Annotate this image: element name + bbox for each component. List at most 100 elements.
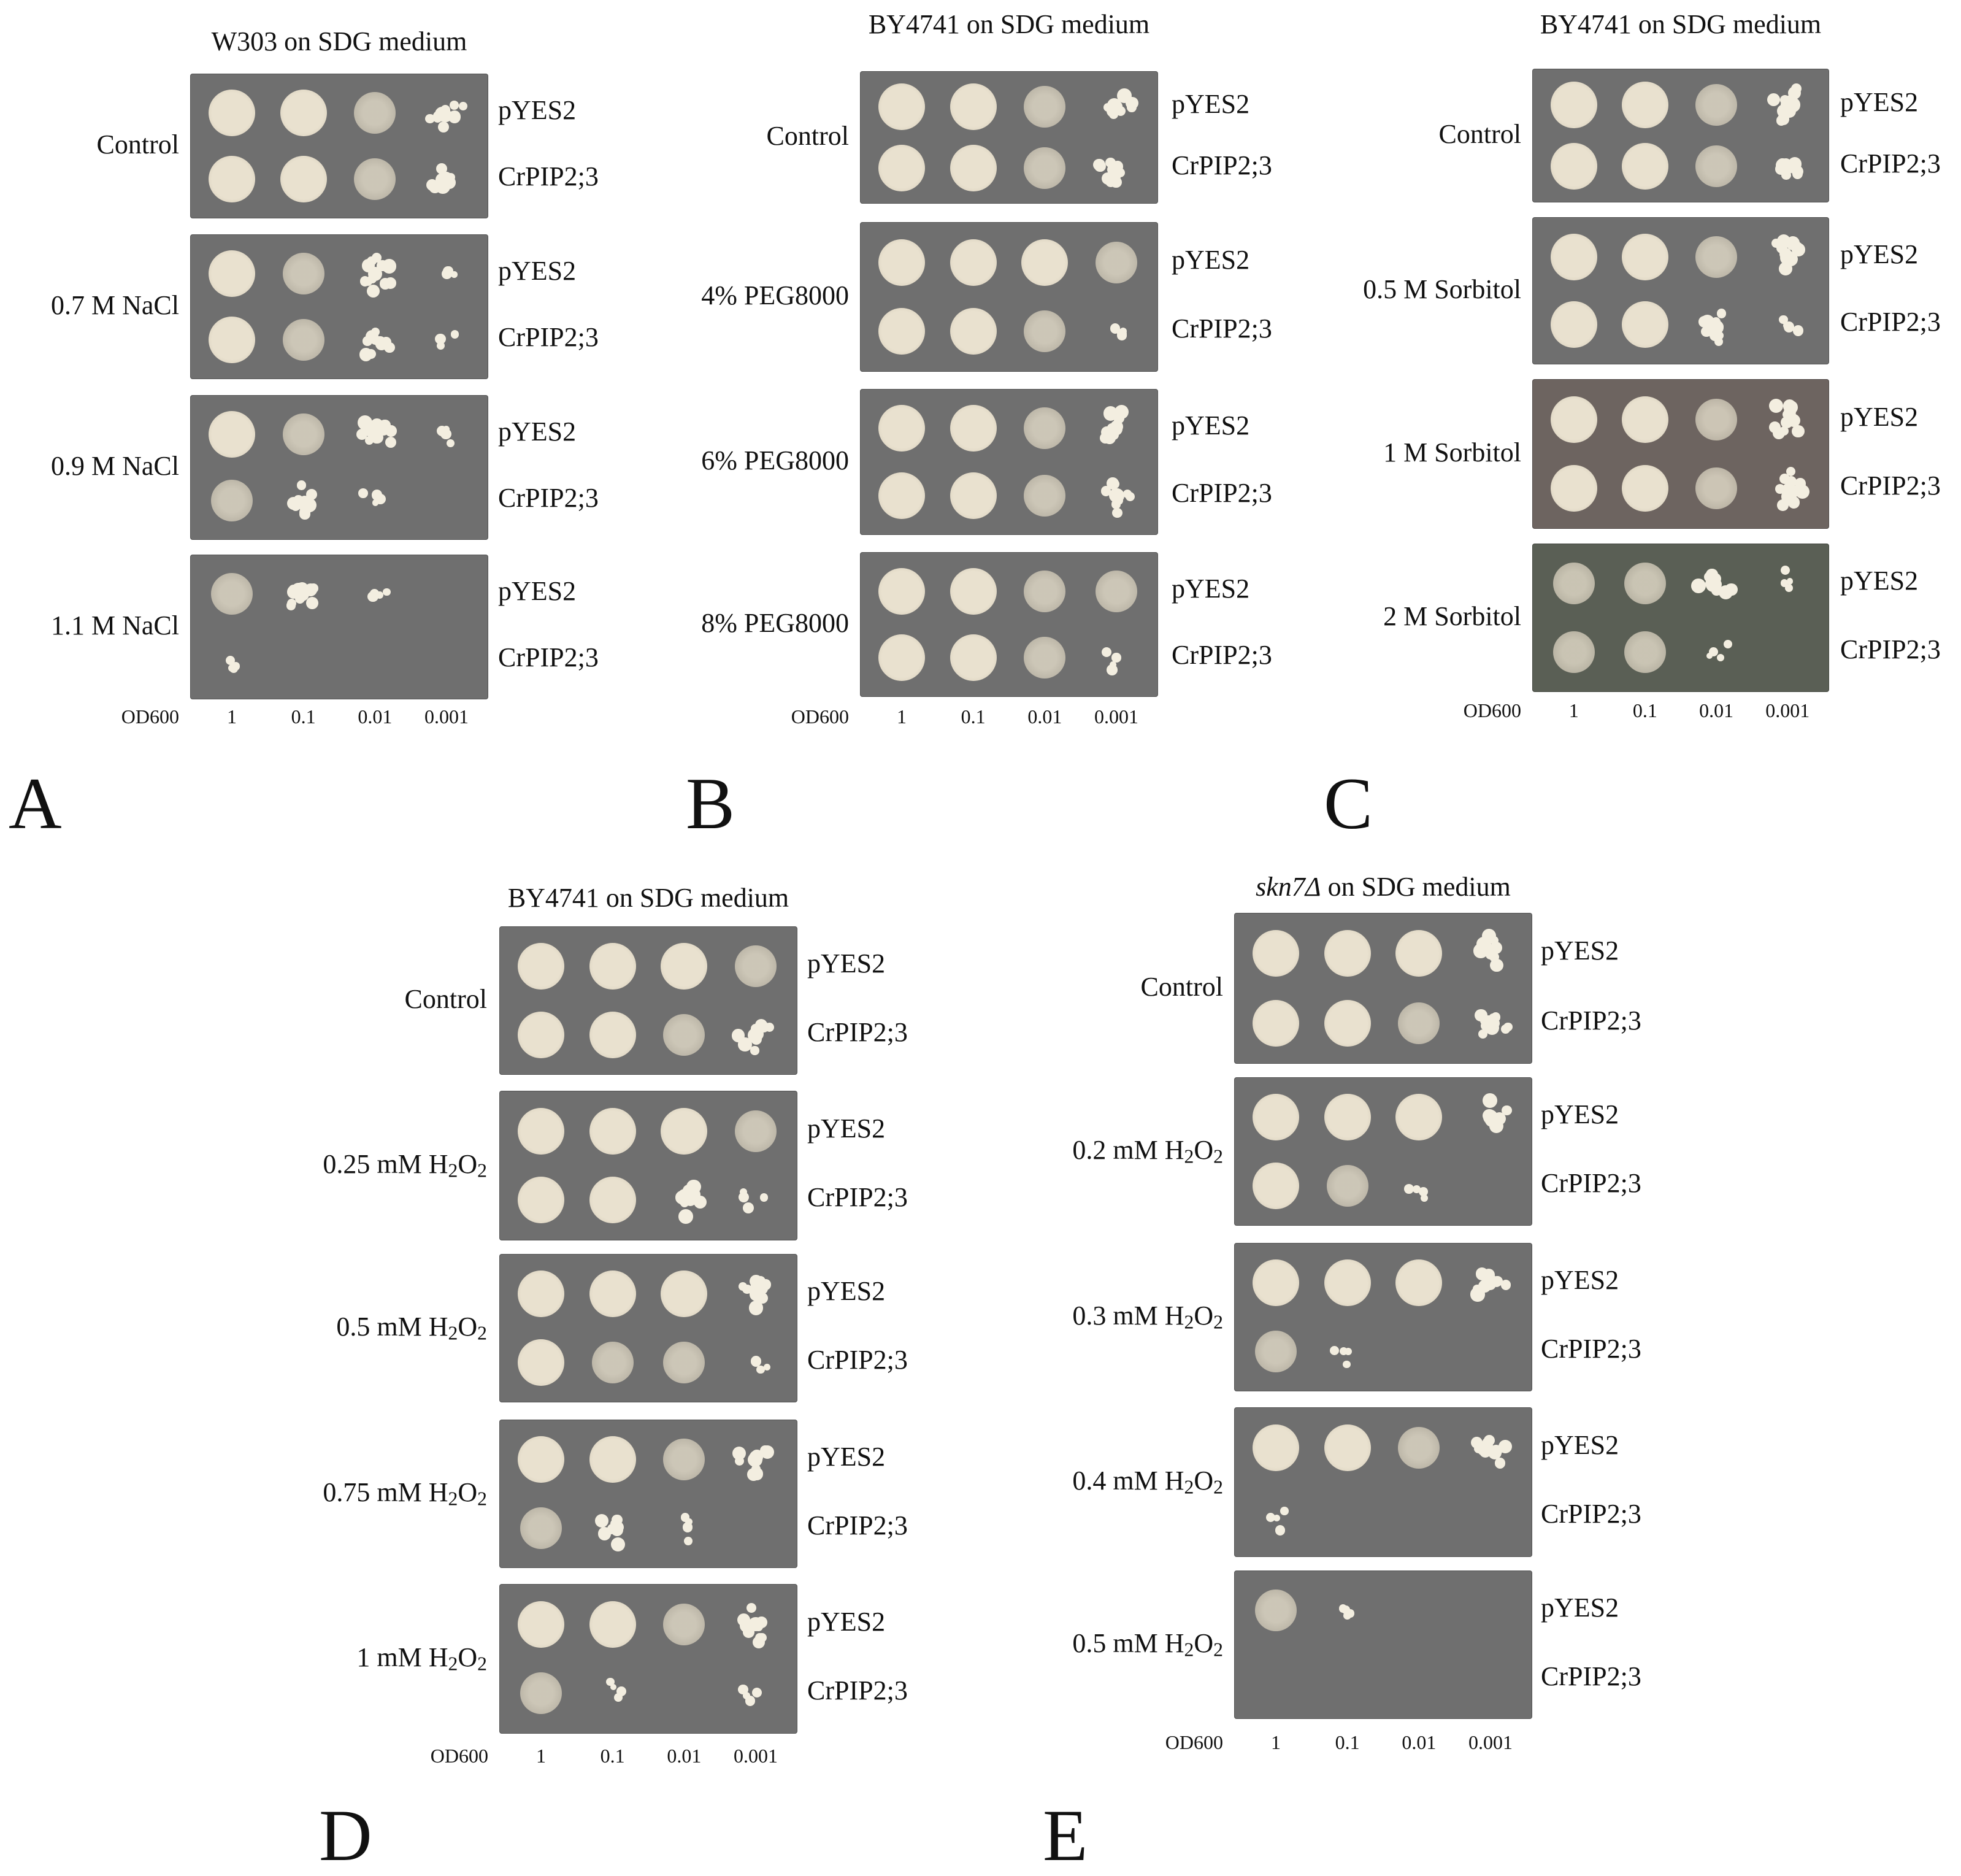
strain-label-pyes2: pYES2 — [1541, 1429, 1619, 1460]
yeast-colony — [745, 1696, 755, 1706]
yeast-colony — [1771, 239, 1781, 248]
strain-label-crpip2-3: CrPIP2;3 — [498, 322, 599, 353]
strain-label-crpip2-3: CrPIP2;3 — [1541, 1333, 1641, 1364]
yeast-colony — [436, 425, 447, 436]
yeast-colony — [678, 1192, 687, 1201]
yeast-spot — [1550, 396, 1597, 443]
yeast-colony — [1768, 399, 1783, 413]
yeast-colony — [435, 107, 450, 121]
yeast-colony — [358, 488, 368, 498]
strain-label-crpip2-3: CrPIP2;3 — [1541, 1167, 1641, 1198]
condition-label: 1 M Sorbitol — [1383, 437, 1521, 467]
yeast-colony — [751, 1023, 761, 1033]
condition-label: 0.7 M NaCl — [51, 290, 179, 320]
yeast-colony — [369, 428, 381, 440]
strain-label-crpip2-3: CrPIP2;3 — [1172, 313, 1272, 344]
yeast-spot — [661, 1271, 708, 1318]
yeast-colony — [1481, 1281, 1490, 1290]
yeast-spot — [1024, 474, 1066, 517]
yeast-spot — [589, 1601, 636, 1648]
yeast-spot — [1324, 1259, 1371, 1307]
yeast-colony — [367, 266, 382, 281]
condition-label: Control — [96, 129, 179, 160]
yeast-spot — [1621, 143, 1668, 190]
yeast-colony — [742, 1626, 754, 1638]
agar-plate — [190, 395, 488, 540]
panel-letter: E — [1043, 1794, 1088, 1876]
dilution-label: 1 — [227, 705, 237, 728]
yeast-spot — [589, 943, 636, 990]
yeast-spot — [589, 1107, 636, 1155]
yeast-colony — [1339, 1347, 1348, 1355]
yeast-colony — [1111, 653, 1121, 663]
yeast-colony — [750, 1046, 759, 1055]
dilution-label: 1 — [536, 1745, 547, 1767]
yeast-colony — [451, 271, 458, 278]
panel-title: BY4741 on SDG medium — [507, 883, 789, 913]
yeast-spot — [211, 480, 253, 522]
strain-label-pyes2: pYES2 — [807, 1276, 886, 1307]
yeast-colony — [732, 1446, 746, 1460]
yeast-colony — [757, 1632, 767, 1642]
yeast-colony — [1710, 572, 1722, 585]
yeast-colony — [1781, 416, 1793, 429]
yeast-spot — [1253, 930, 1300, 977]
yeast-spot — [1326, 1164, 1368, 1207]
yeast-colony — [1419, 1186, 1428, 1196]
strain-label-crpip2-3: CrPIP2;3 — [1172, 477, 1272, 508]
yeast-colony — [306, 488, 318, 500]
yeast-spot — [878, 239, 926, 286]
yeast-colony — [1280, 1507, 1289, 1515]
yeast-colony — [1343, 1361, 1351, 1369]
dilution-label: 0.001 — [733, 1745, 778, 1767]
yeast-colony — [1489, 942, 1502, 955]
yeast-colony — [606, 1677, 615, 1686]
yeast-colony — [746, 1603, 757, 1613]
panel-title: skn7Δ on SDG medium — [1256, 872, 1511, 902]
yeast-spot — [1324, 1094, 1371, 1141]
yeast-spot — [1395, 930, 1443, 977]
yeast-spot — [878, 144, 926, 191]
strain-label-pyes2: pYES2 — [1172, 89, 1250, 120]
yeast-spot — [1398, 1426, 1440, 1469]
yeast-colony — [756, 1365, 765, 1374]
yeast-colony — [1338, 1604, 1348, 1613]
yeast-colony — [759, 1193, 768, 1202]
yeast-spot — [950, 567, 997, 615]
yeast-colony — [366, 284, 380, 298]
yeast-spot — [950, 472, 997, 519]
yeast-colony — [1107, 164, 1119, 176]
dilution-label: 0.001 — [1094, 705, 1138, 728]
agar-plate — [1532, 217, 1829, 364]
yeast-colony — [306, 597, 318, 610]
yeast-colony — [1107, 477, 1119, 490]
yeast-spot — [354, 91, 396, 134]
yeast-colony — [437, 121, 449, 133]
yeast-colony — [425, 113, 435, 124]
agar-plate — [1234, 1570, 1532, 1719]
strain-label-pyes2: pYES2 — [807, 1606, 886, 1637]
yeast-colony — [1786, 578, 1794, 585]
agar-plate — [1532, 379, 1829, 529]
strain-label-pyes2: pYES2 — [1541, 1593, 1619, 1623]
agar-plate — [1234, 913, 1532, 1064]
yeast-colony — [1792, 325, 1804, 336]
yeast-colony — [226, 655, 236, 666]
yeast-spot — [1395, 1094, 1443, 1141]
yeast-spot — [1552, 563, 1595, 605]
yeast-spot — [282, 252, 324, 294]
yeast-colony — [356, 428, 368, 440]
yeast-colony — [1413, 1185, 1421, 1193]
condition-label: 0.9 M NaCl — [51, 451, 179, 481]
yeast-colony — [595, 1513, 609, 1528]
yeast-colony — [1716, 653, 1724, 661]
yeast-spot — [209, 156, 256, 203]
strain-label-crpip2-3: CrPIP2;3 — [807, 1344, 908, 1375]
yeast-spot — [1695, 83, 1738, 126]
yeast-spot — [663, 1013, 705, 1056]
condition-label: 1.1 M NaCl — [51, 610, 179, 640]
condition-label: 0.3 mM H2O2 — [1072, 1301, 1223, 1333]
condition-label: Control — [766, 121, 849, 151]
agar-plate — [499, 1254, 797, 1402]
agar-plate — [190, 555, 488, 699]
